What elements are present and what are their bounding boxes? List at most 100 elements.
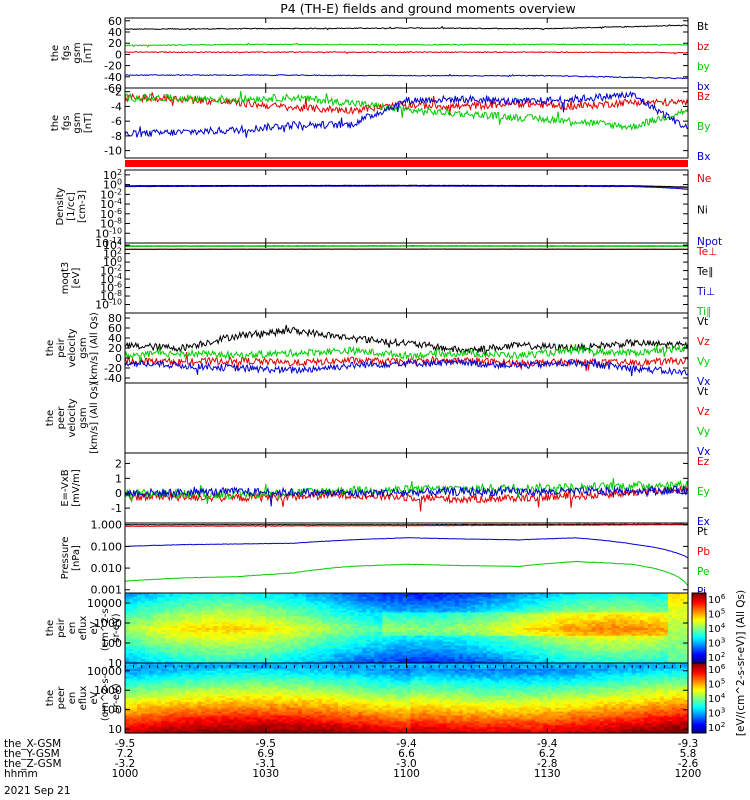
heat-cell: [595, 639, 601, 643]
heat-cell: [209, 647, 214, 650]
heat-cell: [607, 653, 613, 656]
heat-cell: [201, 610, 206, 613]
heat-cell: [579, 626, 584, 629]
heat-cell: [362, 604, 367, 608]
heat-cell: [527, 645, 532, 648]
heat-cell: [438, 631, 444, 635]
heat-cell: [410, 651, 416, 654]
heat-cell: [289, 635, 295, 639]
heat-cell: [539, 655, 544, 658]
heat-cell: [478, 635, 484, 639]
heat-cell: [141, 655, 146, 658]
heat-cell: [619, 628, 625, 631]
heat-cell: [221, 596, 227, 600]
heat-cell: [301, 637, 307, 641]
heat-cell: [406, 618, 412, 621]
heat-cell: [157, 608, 162, 612]
heat-cell: [125, 655, 130, 658]
heat-cell: [249, 593, 255, 596]
heat-cell: [145, 602, 150, 606]
heat-cell: [535, 653, 540, 656]
heat-cell: [410, 645, 416, 648]
heat-cell: [289, 655, 295, 658]
heat-cell: [575, 645, 580, 648]
heat-cell: [535, 600, 540, 604]
heat-cell: [306, 618, 311, 621]
heat-cell: [398, 643, 404, 647]
heat-cell: [643, 647, 649, 650]
heat-cell: [539, 641, 544, 645]
heat-cell: [301, 657, 307, 660]
heat-cell: [410, 606, 416, 610]
heat-cell: [137, 608, 142, 612]
heat-cell: [470, 626, 476, 629]
heat-cell: [366, 649, 371, 652]
heat-cell: [322, 626, 327, 629]
heat-cell: [273, 645, 279, 648]
heat-cell: [607, 612, 613, 615]
heat-cell: [462, 635, 468, 639]
heat-cell: [579, 620, 584, 623]
heat-cell: [571, 639, 576, 643]
heat-cell: [366, 624, 371, 627]
heat-cell: [454, 631, 460, 635]
heat-cell: [253, 602, 259, 606]
heat-cell: [277, 629, 283, 633]
heat-cell: [446, 626, 452, 629]
heat-cell: [478, 598, 484, 602]
heat-cell: [482, 647, 488, 650]
heat-cell: [490, 641, 496, 645]
heat-cell: [306, 610, 311, 613]
heat-cell: [438, 629, 444, 633]
heat-cell: [607, 622, 613, 625]
heat-cell: [354, 610, 359, 613]
heat-cell: [603, 649, 609, 652]
heat-cell: [334, 624, 339, 627]
heat-cell: [233, 622, 239, 625]
heat-cell: [507, 614, 512, 617]
heat-cell: [418, 633, 424, 637]
heat-cell: [623, 616, 629, 619]
heat-cell: [643, 643, 649, 647]
heat-cell: [595, 618, 601, 621]
heat-cell: [390, 639, 395, 643]
heat-cell: [535, 628, 540, 631]
heat-cell: [257, 661, 263, 664]
heat-cell: [261, 631, 267, 635]
heat-cell: [326, 639, 331, 643]
heat-cell: [595, 608, 601, 612]
heat-cell: [386, 614, 391, 617]
heat-cell: [438, 647, 444, 650]
heat-cell: [249, 618, 255, 621]
heat-cell: [362, 641, 367, 645]
heat-cell: [213, 596, 219, 600]
heat-cell: [366, 626, 371, 629]
heat-cell: [338, 622, 343, 625]
heat-cell: [495, 616, 500, 619]
heat-cell: [603, 602, 609, 606]
heat-cell: [213, 594, 219, 598]
heat-cell: [571, 620, 576, 623]
heat-cell: [205, 651, 210, 654]
heat-cell: [370, 647, 375, 650]
heat-cell: [575, 602, 580, 606]
heat-cell: [382, 616, 387, 619]
heat-cell: [217, 622, 223, 625]
heat-cell: [607, 635, 613, 639]
heat-cell: [350, 624, 355, 627]
heat-cell: [519, 631, 524, 635]
heat-cell: [225, 647, 231, 650]
heat-cell: [559, 610, 564, 613]
heat-cell: [438, 593, 444, 596]
heat-cell: [398, 616, 404, 619]
heat-cell: [611, 631, 617, 635]
heat-cell: [310, 620, 315, 623]
heat-cell: [607, 657, 613, 660]
heat-cell: [185, 614, 190, 617]
heat-cell: [611, 643, 617, 647]
legend-Ez: Ez: [697, 456, 710, 468]
heat-cell: [390, 643, 395, 647]
heat-cell: [603, 659, 609, 662]
heat-cell: [137, 614, 142, 617]
heat-cell: [394, 647, 399, 650]
